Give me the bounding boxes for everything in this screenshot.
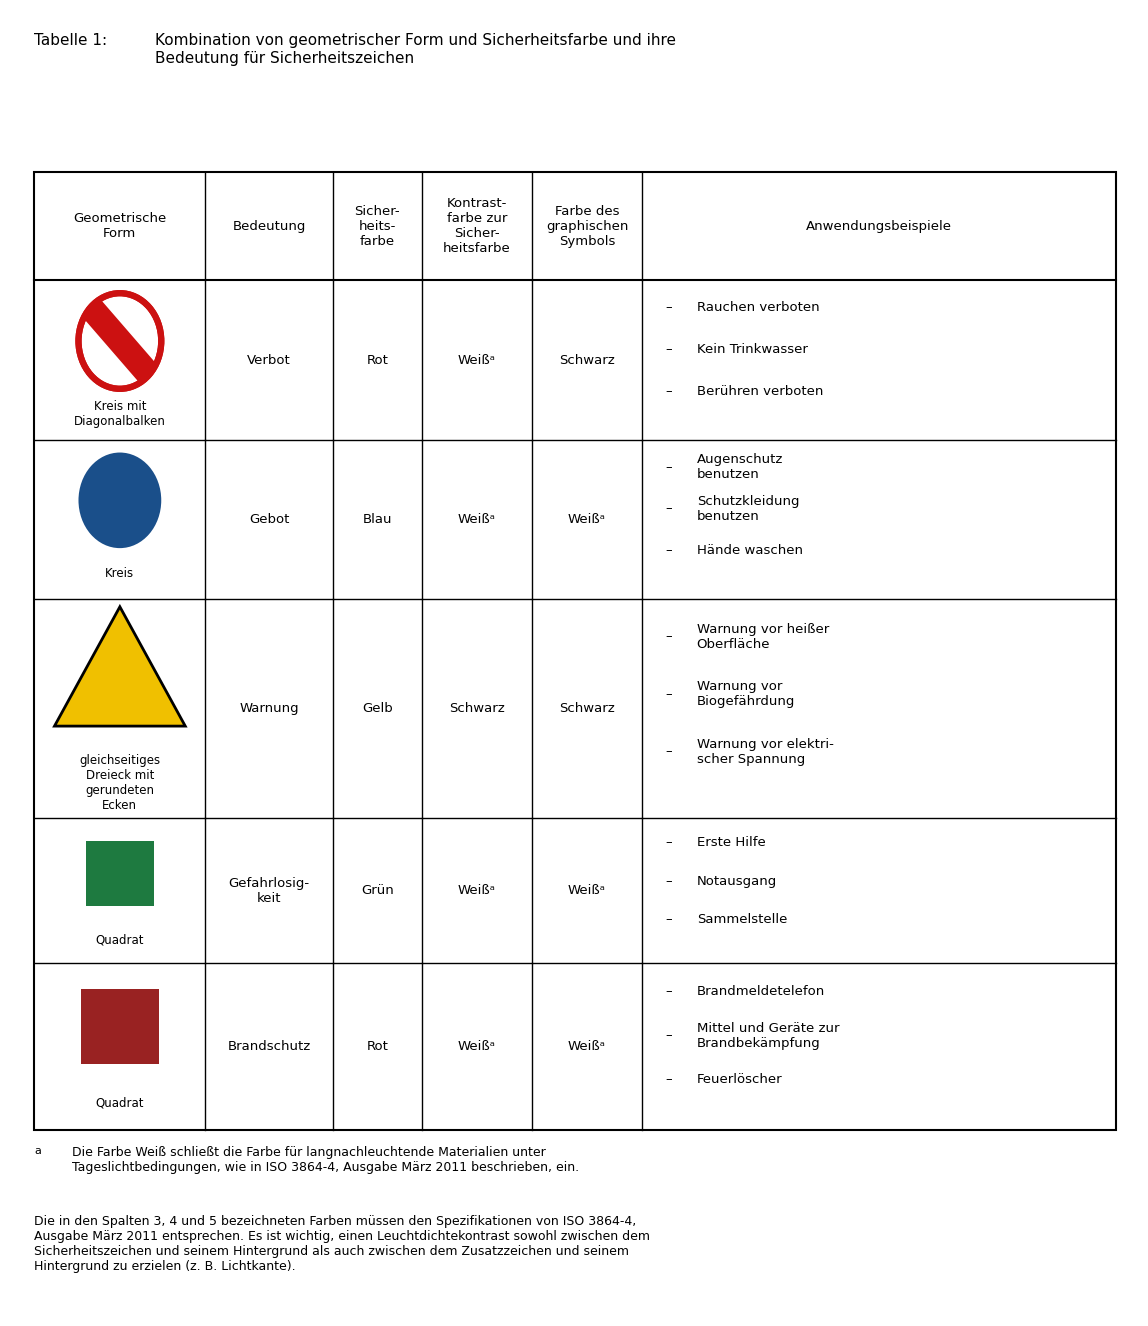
Text: Weißᵃ: Weißᵃ	[458, 1040, 496, 1053]
Text: –: –	[665, 343, 672, 357]
Text: Weißᵃ: Weißᵃ	[568, 884, 606, 898]
Text: –: –	[665, 875, 672, 887]
Text: Sammelstelle: Sammelstelle	[697, 914, 788, 926]
Text: Erste Hilfe: Erste Hilfe	[697, 837, 766, 850]
Text: Grün: Grün	[360, 884, 394, 898]
Polygon shape	[54, 607, 185, 727]
Text: Kein Trinkwasser: Kein Trinkwasser	[697, 343, 807, 357]
Bar	[82, 989, 158, 1063]
Text: Quadrat: Quadrat	[95, 934, 145, 947]
Text: Die in den Spalten 3, 4 und 5 bezeichneten Farben müssen den Spezifikationen von: Die in den Spalten 3, 4 und 5 bezeichnet…	[34, 1215, 651, 1273]
Text: Warnung vor
Biogefährdung: Warnung vor Biogefährdung	[697, 680, 796, 708]
Text: –: –	[665, 688, 672, 700]
Bar	[86, 841, 154, 906]
Text: Verbot: Verbot	[247, 354, 290, 366]
Text: –: –	[665, 1029, 672, 1042]
Text: Berühren verboten: Berühren verboten	[697, 385, 823, 398]
Text: Schutzkleidung
benutzen: Schutzkleidung benutzen	[697, 495, 799, 522]
Text: Rot: Rot	[366, 354, 388, 366]
Text: Schwarz: Schwarz	[559, 701, 615, 715]
Text: Farbe des
graphischen
Symbols: Farbe des graphischen Symbols	[545, 206, 628, 248]
Text: Quadrat: Quadrat	[95, 1097, 145, 1110]
Text: Warnung vor elektri-
scher Spannung: Warnung vor elektri- scher Spannung	[697, 737, 833, 766]
Text: Bedeutung: Bedeutung	[232, 220, 305, 233]
Text: Die Farbe Weiß schließt die Farbe für langnachleuchtende Materialien unter
   Ta: Die Farbe Weiß schließt die Farbe für la…	[60, 1146, 579, 1174]
Text: Rot: Rot	[366, 1040, 388, 1053]
Text: Weißᵃ: Weißᵃ	[568, 513, 606, 526]
Text: Warnung: Warnung	[239, 701, 298, 715]
Text: a: a	[34, 1146, 41, 1156]
Text: –: –	[665, 301, 672, 314]
Text: Geometrische
Form: Geometrische Form	[73, 212, 166, 240]
Text: –: –	[665, 745, 672, 758]
Text: Weißᵃ: Weißᵃ	[458, 513, 496, 526]
Text: Gefahrlosig-
keit: Gefahrlosig- keit	[228, 876, 310, 904]
Text: –: –	[665, 503, 672, 516]
Text: Anwendungsbeispiele: Anwendungsbeispiele	[806, 220, 952, 233]
Text: –: –	[665, 385, 672, 398]
Text: Sicher-
heits-
farbe: Sicher- heits- farbe	[355, 206, 400, 248]
Text: Gelb: Gelb	[362, 701, 393, 715]
Text: Weißᵃ: Weißᵃ	[568, 1040, 606, 1053]
Text: Mittel und Geräte zur
Brandbekämpfung: Mittel und Geräte zur Brandbekämpfung	[697, 1022, 839, 1050]
Bar	[34, 172, 1116, 1130]
Text: –: –	[665, 545, 672, 557]
Text: Schwarz: Schwarz	[559, 354, 615, 366]
Circle shape	[78, 293, 161, 389]
Text: Brandmeldetelefon: Brandmeldetelefon	[697, 985, 825, 998]
Text: Blau: Blau	[363, 513, 391, 526]
Text: –: –	[665, 1073, 672, 1086]
Text: Brandschutz: Brandschutz	[227, 1040, 311, 1053]
Text: Tabelle 1:: Tabelle 1:	[34, 33, 108, 48]
Text: –: –	[665, 914, 672, 926]
Text: Feuerlöscher: Feuerlöscher	[697, 1073, 782, 1086]
Text: Notausgang: Notausgang	[697, 875, 777, 887]
Text: –: –	[665, 837, 672, 850]
Text: Gebot: Gebot	[249, 513, 289, 526]
Text: Augenschutz
benutzen: Augenschutz benutzen	[697, 453, 783, 481]
Text: –: –	[665, 460, 672, 473]
Text: Weißᵃ: Weißᵃ	[458, 354, 496, 366]
Text: Kontrast-
farbe zur
Sicher-
heitsfarbe: Kontrast- farbe zur Sicher- heitsfarbe	[443, 198, 511, 256]
Text: Rauchen verboten: Rauchen verboten	[697, 301, 820, 314]
Text: –: –	[665, 985, 672, 998]
Text: Hände waschen: Hände waschen	[697, 545, 802, 557]
Text: Weißᵃ: Weißᵃ	[458, 884, 496, 898]
Text: Schwarz: Schwarz	[449, 701, 505, 715]
Text: Kreis: Kreis	[106, 568, 134, 579]
Text: Warnung vor heißer
Oberfläche: Warnung vor heißer Oberfläche	[697, 622, 829, 651]
Text: –: –	[665, 630, 672, 643]
Text: gleichseitiges
Dreieck mit
gerundeten
Ecken: gleichseitiges Dreieck mit gerundeten Ec…	[79, 754, 161, 812]
Circle shape	[78, 452, 161, 548]
Text: Kombination von geometrischer Form und Sicherheitsfarbe und ihre
Bedeutung für S: Kombination von geometrischer Form und S…	[155, 33, 676, 65]
Text: Kreis mit
Diagonalbalken: Kreis mit Diagonalbalken	[73, 400, 165, 428]
